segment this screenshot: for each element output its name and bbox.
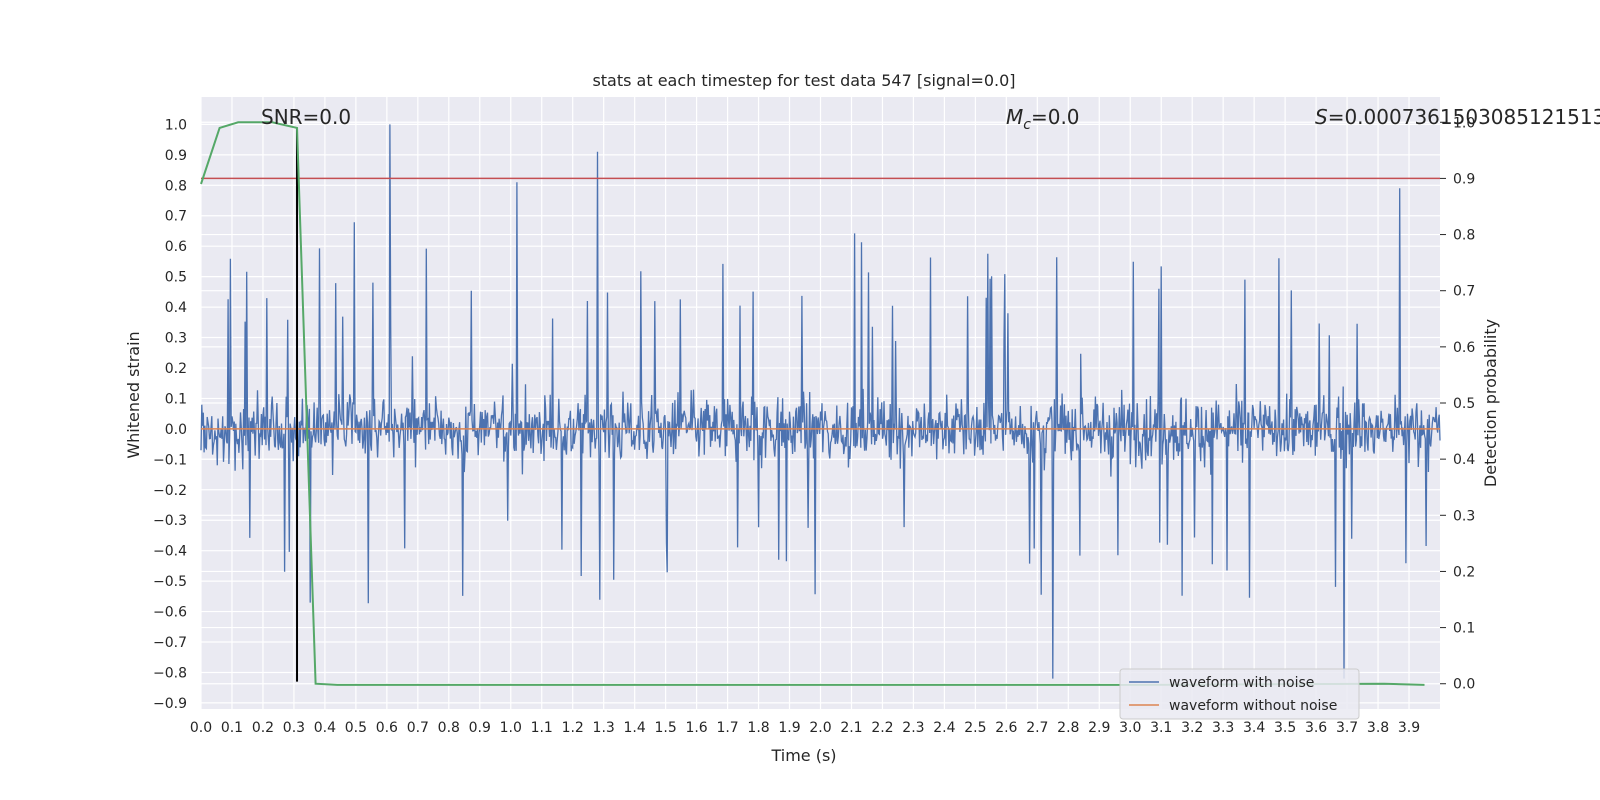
mc-value: =0.0	[1031, 105, 1080, 129]
y2-axis-label: Detection probability	[1481, 319, 1500, 487]
x-tick-label: 0.3	[283, 720, 305, 736]
y2-tick-label: 0.7	[1453, 284, 1475, 300]
y-axis-label: Whitened strain	[124, 331, 143, 458]
x-tick-label: 1.7	[716, 720, 738, 736]
y-tick-label: 0.7	[165, 209, 187, 225]
x-tick-label: 3.4	[1243, 720, 1265, 736]
y-tick-label: −0.6	[153, 605, 187, 621]
x-tick-label: 0.5	[345, 720, 367, 736]
x-tick-label: 1.1	[531, 720, 553, 736]
x-tick-label: 3.7	[1336, 720, 1358, 736]
y-tick-label: 1.0	[165, 117, 187, 133]
x-tick-label: 3.8	[1367, 720, 1389, 736]
chart-title: stats at each timestep for test data 547…	[592, 71, 1015, 90]
x-tick-label: 2.5	[964, 720, 986, 736]
y-tick-label: 0.9	[165, 148, 187, 164]
x-tick-label: 0.0	[190, 720, 212, 736]
mc-symbol: M	[1006, 105, 1023, 129]
x-tick-label: 0.8	[438, 720, 460, 736]
y2-tick-label: 0.4	[1453, 452, 1475, 468]
x-tick-label: 0.2	[252, 720, 274, 736]
y-tick-label: 0.8	[165, 178, 187, 194]
s-annotation: S=0.0007361503085121513	[1315, 105, 1600, 129]
y-tick-label: −0.9	[153, 696, 187, 712]
y-tick-label: −0.4	[153, 544, 187, 560]
y2-tick-label: 0.0	[1453, 677, 1475, 693]
x-tick-label: 2.3	[902, 720, 924, 736]
x-axis-label: Time (s)	[770, 746, 836, 765]
x-tick-label: 0.7	[407, 720, 429, 736]
x-tick-label: 3.0	[1119, 720, 1141, 736]
x-tick-label: 1.5	[654, 720, 676, 736]
legend-box	[1119, 668, 1360, 720]
series-waveform-with-noise	[200, 124, 1441, 679]
x-tick-label: 2.7	[1026, 720, 1048, 736]
x-tick-label: 1.0	[500, 720, 522, 736]
x-tick-label: 0.1	[221, 720, 243, 736]
x-tick-label: 2.4	[933, 720, 955, 736]
y2-tick-label: 0.8	[1453, 228, 1475, 244]
y-tick-label: −0.2	[153, 483, 187, 499]
y2-tick-label: 0.5	[1453, 396, 1475, 412]
y2-tick-label: 0.2	[1453, 564, 1475, 580]
x-tick-label: 1.3	[593, 720, 615, 736]
legend: waveform with noise waveform without noi…	[1119, 668, 1360, 720]
y-tick-label: −0.7	[153, 635, 187, 651]
x-tick-label: 3.5	[1274, 720, 1296, 736]
x-tick-label: 3.1	[1150, 720, 1172, 736]
x-tick-label: 2.6	[995, 720, 1017, 736]
x-tick-label: 1.6	[685, 720, 707, 736]
x-tick-label: 1.9	[778, 720, 800, 736]
y-tick-label: 0.2	[165, 361, 187, 377]
y2-tick-label: 0.6	[1453, 340, 1475, 356]
y2-tick-label: 0.9	[1453, 171, 1475, 187]
x-tick-label: 3.3	[1212, 720, 1234, 736]
y-axis-ticks: 1.0 0.9 0.8 0.7 0.6 0.5 0.4 0.3 0.2 0.1 0.0 −0.1 −0.…	[153, 117, 187, 712]
y2-tick-label: 1.0	[1453, 115, 1475, 131]
waveform-with-noise-trace	[200, 124, 1441, 679]
mc-subscript: c	[1023, 117, 1031, 133]
mc-annotation: Mc=0.0	[1006, 105, 1080, 133]
x-tick-label: 2.8	[1057, 720, 1079, 736]
y-tick-label: −0.5	[153, 574, 187, 590]
y-tick-label: −0.3	[153, 513, 187, 529]
x-tick-label: 0.4	[314, 720, 336, 736]
x-tick-label: 2.1	[840, 720, 862, 736]
legend-label-waveform-with-noise: waveform with noise	[1169, 675, 1314, 691]
y-tick-label: 0.1	[165, 391, 187, 407]
x-gridlines	[200, 97, 1410, 709]
x-tick-label: 1.2	[562, 720, 584, 736]
x-tick-label: 3.2	[1181, 720, 1203, 736]
x-tick-label: 0.6	[376, 720, 398, 736]
y-tick-label: −0.1	[153, 452, 187, 468]
legend-label-waveform-without-noise: waveform without noise	[1169, 698, 1337, 714]
x-tick-label: 2.9	[1088, 720, 1110, 736]
s-symbol: S	[1315, 105, 1328, 129]
y-tick-label: 0.5	[165, 270, 187, 286]
x-tick-label: 3.9	[1398, 720, 1420, 736]
s-value: =0.0007361503085121513	[1328, 105, 1600, 129]
x-tick-label: 3.6	[1305, 720, 1327, 736]
y2-tick-label: 0.3	[1453, 508, 1475, 524]
x-tick-label: 0.9	[469, 720, 491, 736]
y2-tick-label: 0.1	[1453, 621, 1475, 637]
y-tick-label: 0.3	[165, 331, 187, 347]
x-tick-label: 2.2	[871, 720, 893, 736]
snr-annotation: SNR=0.0	[261, 105, 351, 129]
x-tick-label: 1.4	[624, 720, 646, 736]
x-tick-label: 1.8	[747, 720, 769, 736]
x-tick-label: 2.0	[809, 720, 831, 736]
y-tick-label: 0.0	[165, 422, 187, 438]
y-tick-label: −0.8	[153, 665, 187, 681]
y-tick-label: 0.4	[165, 300, 187, 316]
y-tick-label: 0.6	[165, 239, 187, 255]
x-axis-ticks: 0.0 0.1 0.2 0.3 0.4 0.5 0.6 0.7 0.8 0.9 1.0 1.1 1.2 1…	[190, 720, 1420, 736]
y2-axis-ticks: 1.0 0.9 0.8 0.7 0.6 0.5 0.4 0.3 0.2 0.1 0.0	[1440, 115, 1475, 693]
